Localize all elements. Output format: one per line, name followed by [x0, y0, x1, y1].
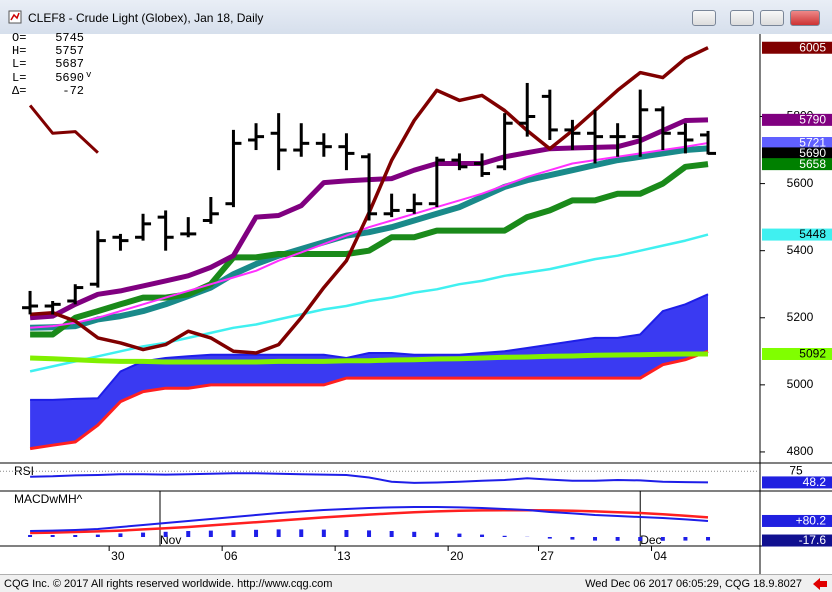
- price-badge-label: 5448: [799, 227, 826, 241]
- macd-hist-bar: [683, 537, 688, 541]
- quote-value: 5690: [55, 70, 84, 85]
- macd-hist-bar: [50, 535, 55, 537]
- y-tick-label: 4800: [787, 444, 814, 458]
- minimize-button[interactable]: [730, 10, 754, 26]
- quote-key: H=: [12, 44, 27, 59]
- quote-flag: v: [86, 69, 92, 80]
- macd-hist-bar: [231, 530, 236, 537]
- macd-hist-bar: [73, 535, 78, 537]
- price-badge-label: 5690: [799, 146, 826, 160]
- rsi-badge: [762, 476, 832, 489]
- x-tick-label: 27: [541, 549, 555, 563]
- price-badge-label: 5790: [799, 113, 826, 127]
- quote-key: L=: [12, 70, 27, 85]
- macd-signal-line: [30, 508, 709, 535]
- macd-hist-bar: [412, 531, 417, 537]
- quote-key: Δ=: [12, 83, 27, 98]
- quote-key: O=: [12, 31, 27, 45]
- x-tick-label: 06: [224, 549, 238, 563]
- price-badge: [762, 158, 832, 171]
- restore-button[interactable]: [760, 10, 784, 26]
- macd-hist-bar: [141, 532, 146, 537]
- macd-hist-bar: [208, 530, 213, 537]
- macd-badge: [762, 514, 832, 527]
- rsi-tick-label: 75: [789, 463, 803, 477]
- month-label: Dec: [640, 533, 661, 547]
- indicator-line: [30, 161, 709, 338]
- close-button[interactable]: [790, 10, 820, 26]
- y-tick-label: 5600: [787, 176, 814, 190]
- rsi-line: [30, 472, 709, 484]
- macd-hist-bar: [457, 533, 462, 537]
- macd-hist-bar: [389, 531, 394, 537]
- price-badge: [762, 228, 832, 241]
- price-badge: [762, 147, 832, 160]
- indicator-line: [28, 104, 99, 154]
- macd-hist-bar: [118, 533, 123, 537]
- macd-hist-bar: [660, 537, 665, 541]
- macd-hist-bar: [434, 532, 439, 537]
- rsi-badge-label: 48.2: [803, 475, 827, 489]
- app-icon: [8, 10, 22, 24]
- price-badge: [762, 137, 832, 150]
- x-tick-label: 04: [654, 549, 668, 563]
- status-bar: CQG Inc. © 2017 All rights reserved worl…: [0, 574, 832, 592]
- y-tick-label: 5400: [787, 243, 814, 257]
- macd-hist-bar: [163, 531, 168, 537]
- quote-value: 5757: [55, 44, 84, 59]
- x-tick-label: 20: [450, 549, 464, 563]
- macd-hist-bar: [480, 534, 485, 537]
- macd-hist-bar: [186, 531, 191, 537]
- y-tick-label: 5000: [787, 377, 814, 391]
- macd-line: [30, 506, 709, 532]
- x-tick-label: 30: [111, 549, 125, 563]
- cloud-lower: [29, 349, 709, 451]
- macd-hist-bar: [28, 535, 33, 537]
- macd-hist-bar: [299, 529, 304, 537]
- price-badge-label: 6005: [799, 40, 826, 54]
- quote-value: 5745: [55, 31, 84, 45]
- month-label: Nov: [160, 533, 181, 547]
- chart: 480050005200540056005800300613202704NovD…: [0, 34, 832, 574]
- macd-hist-bar: [276, 529, 281, 537]
- price-badge-label: 5658: [799, 157, 826, 171]
- copyright: CQG Inc. © 2017 All rights reserved worl…: [4, 578, 333, 590]
- arrow-icon[interactable]: [812, 577, 828, 591]
- timestamp: Wed Dec 06 2017 06:05:29, CQG 18.9.8027: [585, 578, 802, 590]
- price-badge: [762, 347, 832, 360]
- x-tick-label: 13: [337, 549, 351, 563]
- price-badge-label: 5721: [799, 136, 826, 150]
- indicator-line: [30, 145, 709, 331]
- macd-hist-bar: [367, 530, 372, 537]
- price-badge: [762, 113, 832, 126]
- macd-hist-bar: [570, 537, 575, 540]
- macd-hist-bar: [593, 537, 598, 541]
- price-badge: [762, 41, 832, 54]
- macd-hist-bar: [321, 529, 326, 537]
- macd-hist-bar: [344, 530, 349, 537]
- link-button[interactable]: [692, 10, 716, 26]
- cloud-area: [30, 294, 709, 449]
- macd-badge-label: +80.2: [796, 514, 827, 528]
- macd-hist-bar: [638, 537, 643, 541]
- window-title: CLEF8 - Crude Light (Globex), Jan 18, Da…: [28, 11, 264, 25]
- y-tick-label: 5200: [787, 310, 814, 324]
- quote-value: 5687: [55, 57, 84, 72]
- macd-hist-bar: [254, 529, 259, 537]
- title-bar: CLEF8 - Crude Light (Globex), Jan 18, Da…: [0, 0, 832, 35]
- quote-key: L=: [12, 57, 27, 72]
- quote-value: -72: [62, 83, 84, 98]
- macd-badge: [762, 534, 832, 547]
- price-badge-label: 5092: [799, 347, 826, 361]
- indicator-line: [30, 351, 708, 365]
- macd-hist-bar: [502, 535, 507, 537]
- indicator-line: [29, 233, 709, 373]
- macd-badge-label: -17.6: [799, 533, 827, 547]
- macd-label: MACDwMH^: [14, 492, 83, 506]
- macd-hist-bar: [615, 537, 620, 541]
- macd-hist-bar: [706, 537, 711, 541]
- macd-hist-bar: [95, 534, 100, 537]
- macd-hist-bar: [547, 537, 552, 539]
